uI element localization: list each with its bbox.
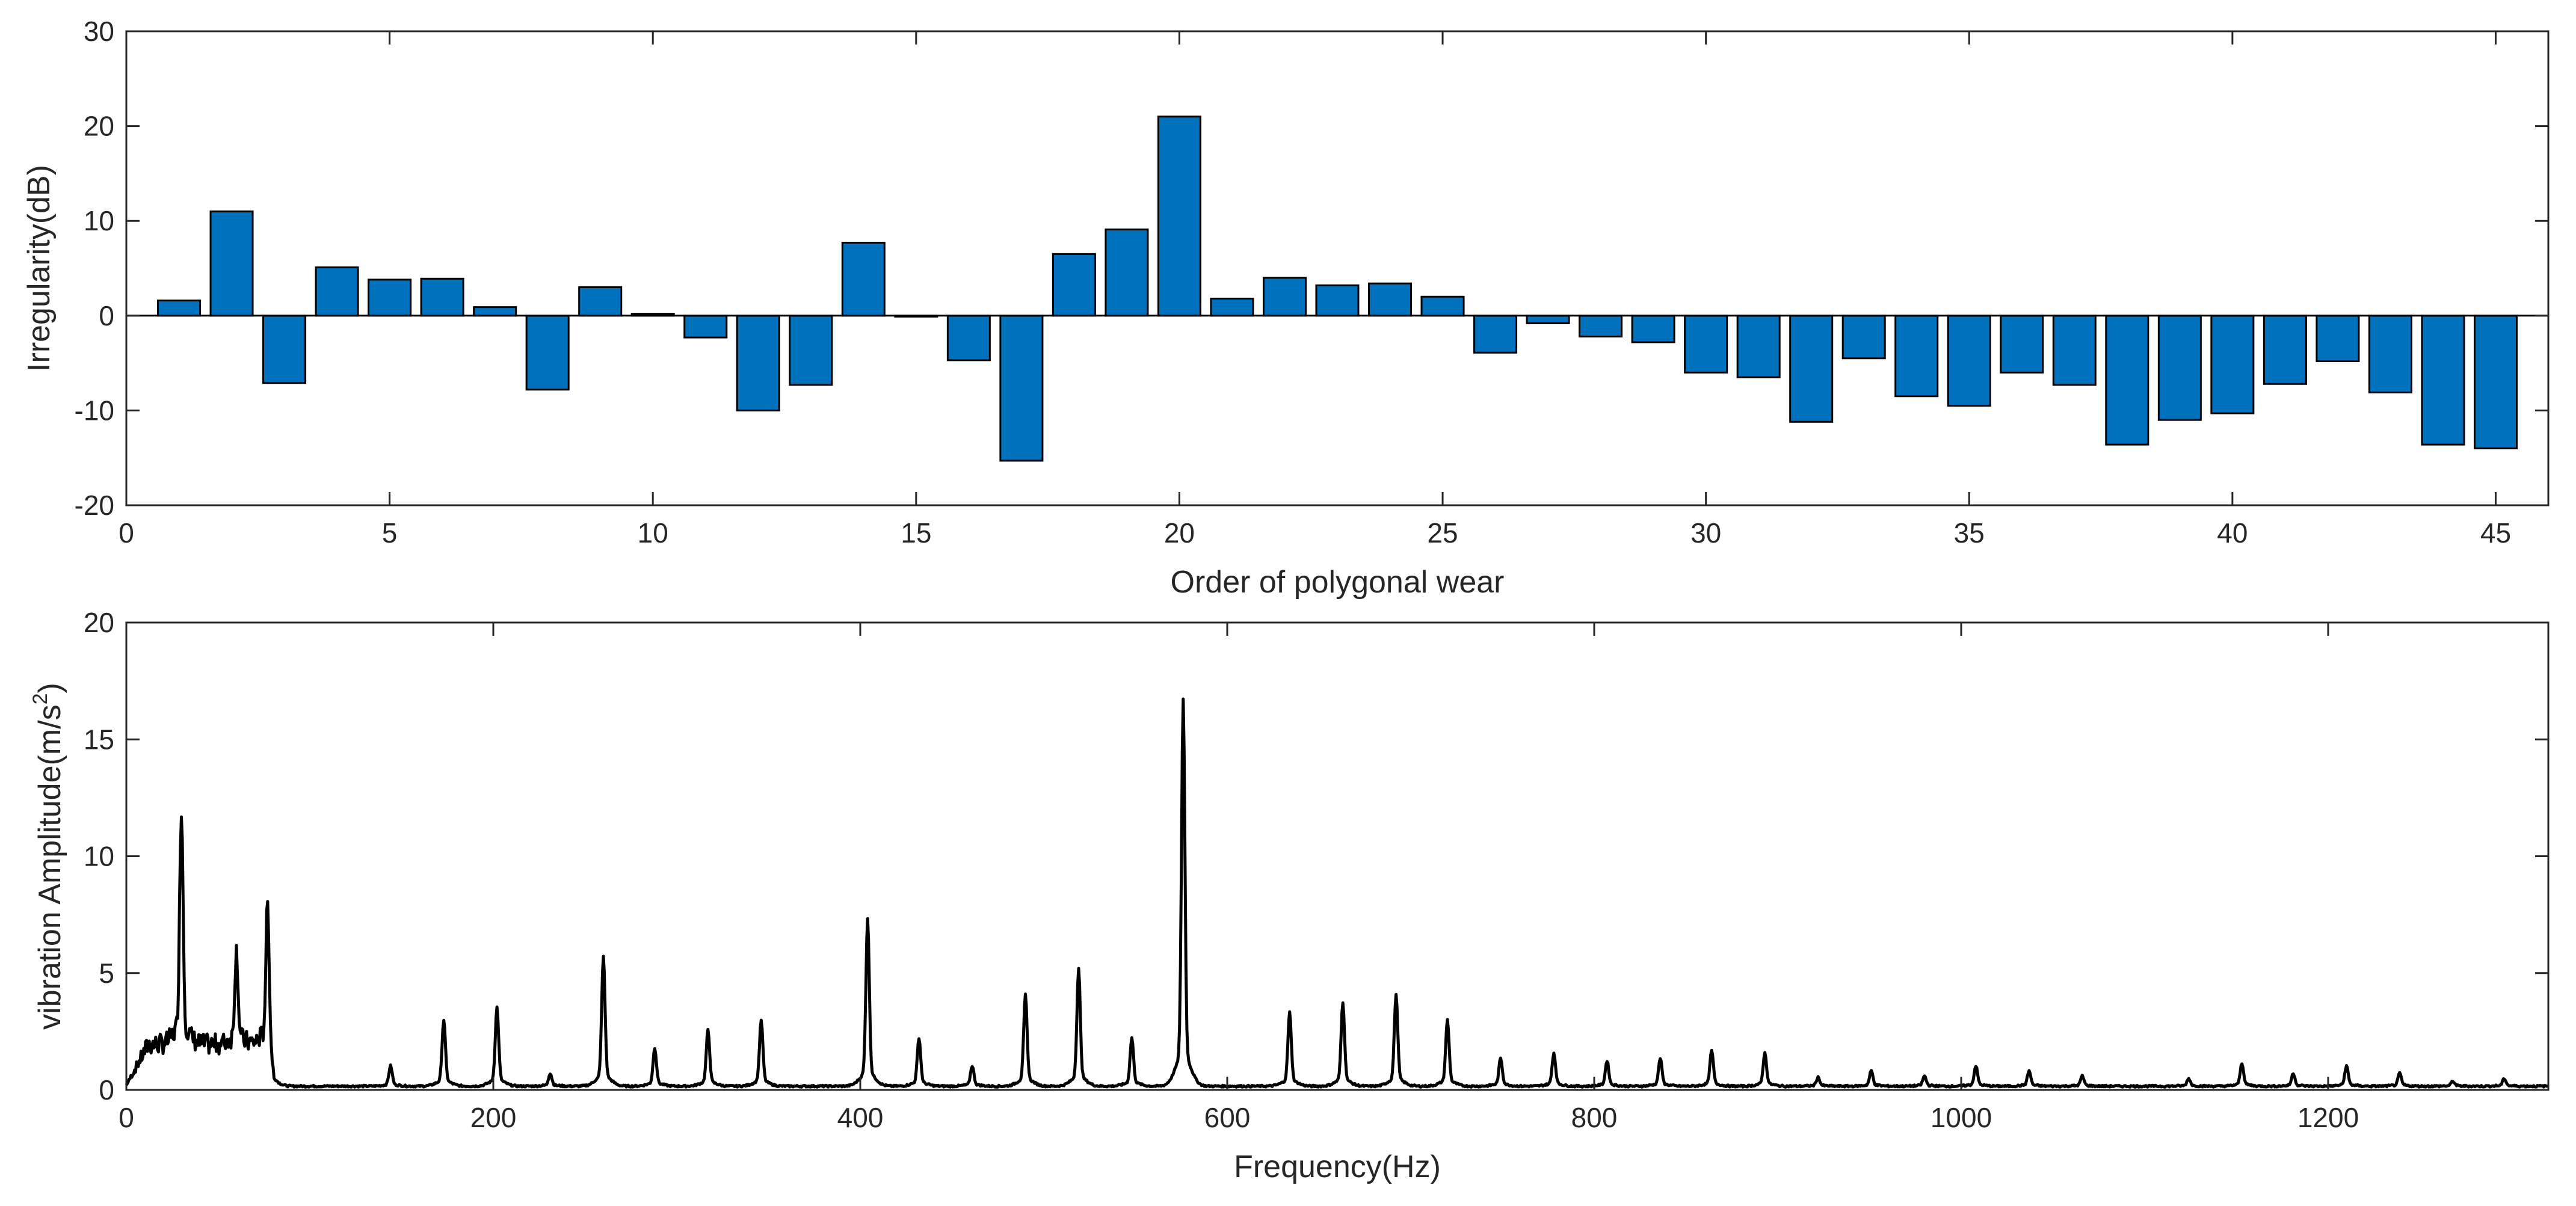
bar-21 bbox=[1210, 297, 1254, 317]
bar-6 bbox=[420, 277, 464, 317]
y-tick-label: -10 bbox=[75, 395, 114, 426]
bar-39 bbox=[2157, 315, 2202, 421]
bar-38 bbox=[2105, 315, 2149, 446]
x-tick-label: 0 bbox=[119, 517, 134, 549]
y-tick-label: 5 bbox=[99, 958, 114, 989]
x-tick-label: 5 bbox=[382, 517, 398, 549]
bar-7 bbox=[473, 306, 517, 317]
x-tick-label: 400 bbox=[837, 1102, 884, 1133]
spectrum-line bbox=[125, 697, 2549, 1089]
bar-25 bbox=[1420, 295, 1465, 317]
bar-8 bbox=[525, 315, 570, 391]
x-tick-label: 40 bbox=[2217, 517, 2248, 549]
bar-24 bbox=[1368, 282, 1413, 317]
bar-series bbox=[157, 115, 2518, 462]
x-tick-label: 600 bbox=[1204, 1102, 1251, 1133]
x-tick-label: 30 bbox=[1690, 517, 1721, 549]
bar-12 bbox=[736, 315, 780, 411]
bar-29 bbox=[1631, 315, 1675, 343]
y-tick-label: 20 bbox=[84, 111, 114, 142]
y-axis-label: Irregularity(dB) bbox=[22, 165, 57, 372]
bar-37 bbox=[2052, 315, 2097, 386]
x-tick-label: 200 bbox=[470, 1102, 517, 1133]
bar-28 bbox=[1579, 315, 1623, 337]
bar-44 bbox=[2421, 315, 2465, 446]
bar-17 bbox=[999, 315, 1044, 462]
bar-30 bbox=[1684, 315, 1728, 374]
line-chart-vibration-spectrum: 0 200 400 600 800 1000 1200 0 5 10 15 20 Frequency(… bbox=[29, 607, 2550, 1184]
axis-ticks: 0 5 10 15 20 25 30 35 40 45 -20 -10 0 10 20 30 bbox=[75, 16, 2548, 549]
x-tick-label: 20 bbox=[1164, 517, 1195, 549]
bar-31 bbox=[1736, 315, 1781, 378]
bar-13 bbox=[789, 315, 833, 386]
y-tick-label: 10 bbox=[84, 841, 114, 872]
bar-14 bbox=[841, 241, 886, 317]
bar-1 bbox=[157, 300, 202, 317]
bar-18 bbox=[1052, 253, 1096, 317]
bar-9 bbox=[578, 286, 623, 317]
bar-34 bbox=[1894, 315, 1939, 398]
x-tick-label: 800 bbox=[1571, 1102, 1618, 1133]
x-tick-label: 1200 bbox=[2297, 1102, 2359, 1133]
plot-area-frame bbox=[125, 30, 2550, 506]
bar-32 bbox=[1789, 315, 1834, 423]
x-tick-label: 35 bbox=[1954, 517, 1985, 549]
x-tick-label: 45 bbox=[2480, 517, 2511, 549]
bar-19 bbox=[1105, 228, 1149, 317]
x-tick-label: 25 bbox=[1427, 517, 1458, 549]
y-tick-label: 20 bbox=[84, 607, 114, 638]
bar-36 bbox=[2000, 315, 2044, 374]
bar-27 bbox=[1526, 315, 1570, 324]
y-axis-label-text: vibration Amplitude(m/s bbox=[32, 704, 67, 1029]
x-tick-label: 0 bbox=[119, 1102, 134, 1133]
y-axis-label-superscript: 2 bbox=[29, 693, 52, 704]
x-axis-label: Order of polygonal wear bbox=[1171, 565, 1505, 600]
bar-45 bbox=[2473, 315, 2518, 449]
bar-40 bbox=[2210, 315, 2255, 414]
bar-5 bbox=[368, 278, 412, 317]
y-tick-label: 0 bbox=[99, 1074, 114, 1106]
bar-22 bbox=[1262, 277, 1307, 317]
x-tick-label: 10 bbox=[638, 517, 668, 549]
bar-4 bbox=[315, 266, 359, 317]
x-axis-label: Frequency(Hz) bbox=[1234, 1149, 1441, 1184]
x-tick-label: 1000 bbox=[1930, 1102, 1992, 1133]
bar-35 bbox=[1947, 315, 1991, 407]
x-tick-label: 15 bbox=[901, 517, 931, 549]
bar-43 bbox=[2368, 315, 2412, 393]
axis-ticks: 0 200 400 600 800 1000 1200 0 5 10 15 20 bbox=[84, 607, 2548, 1133]
y-axis-label: vibration Amplitude(m/s2) bbox=[29, 683, 67, 1030]
bar-16 bbox=[946, 315, 991, 361]
bar-41 bbox=[2263, 315, 2307, 385]
bar-2 bbox=[209, 210, 254, 317]
y-tick-label: 0 bbox=[99, 300, 114, 331]
y-tick-label: 15 bbox=[84, 724, 114, 755]
bar-23 bbox=[1315, 284, 1360, 317]
y-tick-label: 30 bbox=[84, 16, 114, 47]
y-axis-label-suffix: ) bbox=[32, 683, 67, 693]
bar-42 bbox=[2316, 315, 2360, 362]
bar-3 bbox=[262, 315, 307, 384]
bar-11 bbox=[683, 315, 728, 339]
bar-26 bbox=[1473, 315, 1518, 354]
plot-area-frame bbox=[125, 621, 2550, 1091]
bar-33 bbox=[1841, 315, 1886, 360]
y-tick-label: -20 bbox=[75, 490, 114, 521]
bar-chart-irregularity: 0 5 10 15 20 25 30 35 40 45 -20 -10 0 10 20 30 Order of… bbox=[22, 16, 2550, 600]
y-tick-label: 10 bbox=[84, 205, 114, 236]
bar-20 bbox=[1157, 115, 1201, 317]
